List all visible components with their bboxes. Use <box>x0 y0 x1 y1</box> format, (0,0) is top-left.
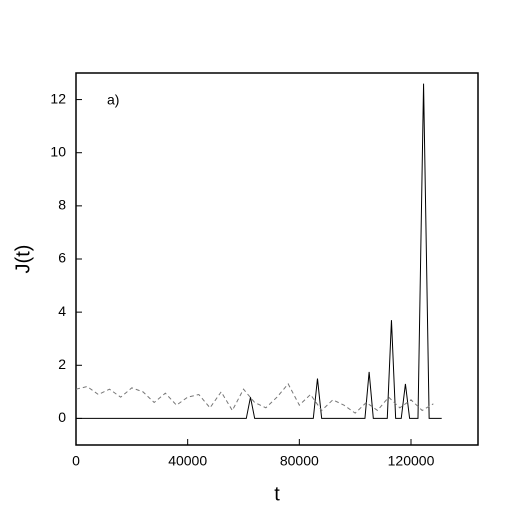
y-tick-label: 2 <box>58 356 66 372</box>
y-axis-label: J(t) <box>12 245 34 274</box>
y-tick-label: 10 <box>50 143 66 159</box>
y-tick-label: 6 <box>58 250 66 266</box>
y-tick-label: 8 <box>58 197 66 213</box>
x-axis-label: t <box>274 483 280 505</box>
series-line <box>76 83 442 419</box>
y-tick-label: 4 <box>58 303 66 319</box>
y-tick-label: 0 <box>58 409 66 425</box>
annotation: a) <box>107 92 119 108</box>
y-tick-label: 12 <box>50 90 66 106</box>
x-tick-label: 80000 <box>280 453 319 469</box>
x-tick-label: 0 <box>72 453 80 469</box>
x-tick-label: 120000 <box>388 453 435 469</box>
x-tick-label: 40000 <box>168 453 207 469</box>
series-line <box>75 382 434 414</box>
